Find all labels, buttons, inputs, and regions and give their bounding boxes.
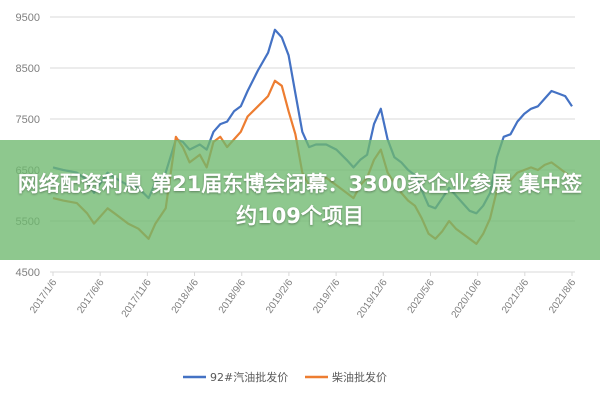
x-tick-label: 2020/5/6 [406,277,438,316]
x-tick-label: 2020/10/6 [450,277,485,320]
x-tick-label: 2021/3/6 [500,277,532,316]
x-tick-label: 2017/11/6 [120,277,154,320]
x-tick-label: 2017/1/6 [28,277,60,316]
legend: 92#汽油批发价 柴油批发价 [183,370,387,384]
y-tick-label: 9500 [16,12,40,24]
headline-text[interactable]: 网络配资利息 第21届东博会闭幕：3300家企业参展 集中签约109个项目 [17,172,583,228]
x-tick-label: 2018/4/6 [170,277,202,316]
y-tick-label: 8500 [16,63,40,75]
x-tick-label: 2017/6/6 [75,277,107,316]
y-tick-label: 4500 [16,267,40,279]
x-tick-label: 2019/7/6 [311,277,343,316]
y-tick-label: 7500 [16,114,40,126]
x-axis: 2017/1/6 2017/6/6 2017/11/6 2018/4/6 2018/9/… [28,272,579,320]
legend-label-diesel: 柴油批发价 [332,370,387,384]
x-tick-label: 2019/12/6 [355,277,390,320]
headline-banner[interactable]: 网络配资利息 第21届东博会闭幕：3300家企业参展 集中签约109个项目 [0,140,600,260]
x-tick-label: 2021/8/6 [547,277,579,316]
x-tick-label: 2019/2/6 [264,277,296,316]
x-tick-label: 2018/9/6 [217,277,249,316]
legend-label-gasoline: 92#汽油批发价 [210,370,288,384]
